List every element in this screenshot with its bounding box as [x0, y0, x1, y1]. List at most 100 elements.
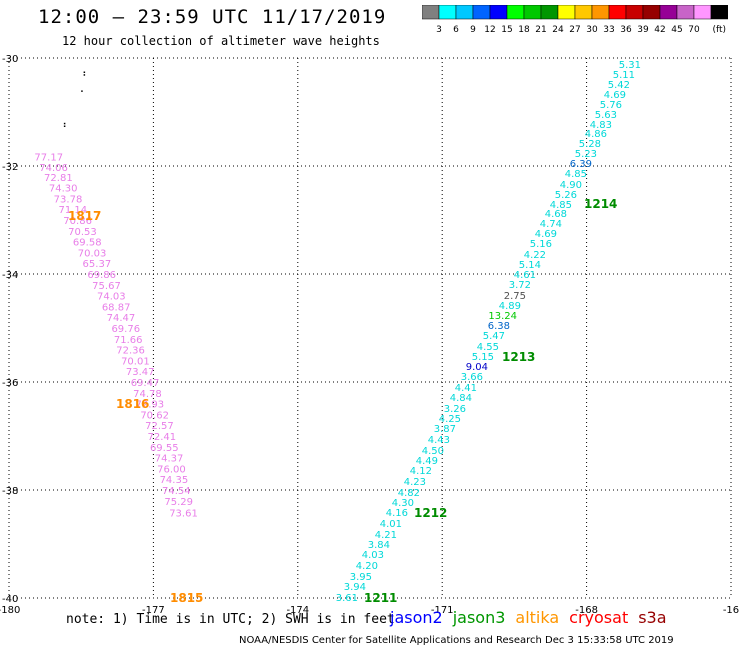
wave-height-reading: 75.29	[164, 497, 193, 508]
wave-height-reading: 71.14	[58, 205, 87, 216]
longitude-tick-label: -174	[286, 605, 309, 616]
orbit-number-label: 1213	[502, 350, 535, 364]
island-dot	[63, 125, 66, 127]
color-scale-tick-label: 18	[518, 25, 530, 35]
wave-height-reading: 77.17	[34, 152, 63, 163]
wave-height-reading: 6.39	[570, 159, 592, 170]
wave-height-reading: 3.66	[461, 372, 483, 383]
wave-height-reading: 4.89	[499, 301, 521, 312]
longitude-tick-label: -16	[723, 605, 739, 616]
color-scale-tick-label: 24	[552, 25, 564, 35]
color-scale-swatch	[710, 5, 728, 20]
latitude-tick-label: -32	[2, 162, 18, 173]
wave-height-reading: 4.43	[428, 435, 450, 446]
island-dot	[83, 74, 86, 76]
wave-height-reading: 4.49	[416, 456, 438, 467]
wave-height-reading: 71.66	[114, 335, 143, 346]
wave-height-reading: 65.37	[83, 259, 112, 270]
wave-height-reading: 72.41	[148, 432, 177, 443]
wave-height-reading: 4.85	[550, 200, 572, 211]
legend-item-cryosat: cryosat	[569, 608, 629, 627]
wave-height-reading: 4.25	[439, 414, 461, 425]
wave-height-reading: 70.01	[121, 356, 150, 367]
color-scale-tick-label: 42	[654, 25, 665, 35]
color-scale-tick-label: 9	[470, 25, 476, 35]
wave-height-reading: 69.76	[111, 324, 140, 335]
satellite-legend: jason2 jason3 altika cryosat s3a	[390, 608, 677, 627]
wave-height-reading: 73.78	[54, 194, 83, 205]
color-scale-tick-label: 39	[637, 25, 649, 35]
wave-height-reading: 72.81	[44, 173, 73, 184]
map-title: 12:00 – 23:59 UTC 11/17/2019	[38, 6, 387, 28]
wave-height-reading: 4.69	[535, 229, 557, 240]
wave-height-reading: 5.76	[600, 100, 622, 111]
wave-height-reading: 72.93	[136, 400, 165, 411]
color-scale-tick-label: 70	[688, 25, 700, 35]
color-scale-tick-label: 30	[586, 25, 598, 35]
wave-height-reading: 4.69	[604, 90, 626, 101]
legend-item-jason3: jason3	[452, 608, 506, 627]
wave-height-reading: 4.90	[560, 180, 582, 191]
wave-height-reading: 74.03	[97, 292, 126, 303]
wave-height-reading: 69.58	[73, 238, 102, 249]
wave-height-reading: 3.94	[344, 582, 366, 593]
units-note: note: 1) Time is in UTC; 2) SWH is in fe…	[66, 612, 395, 627]
wave-height-reading: 4.84	[450, 393, 472, 404]
wave-height-reading: 5.14	[519, 260, 541, 271]
orbit-number-label: 1214	[584, 197, 617, 211]
wave-height-reading: 5.15	[472, 352, 494, 363]
wave-height-reading: 74.47	[107, 313, 136, 324]
wave-height-reading: 2.75	[504, 291, 526, 302]
island-dot	[83, 71, 86, 73]
wave-height-reading: 3.26	[444, 404, 466, 415]
wave-height-reading: 69.86	[87, 270, 116, 281]
legend-item-jason2: jason2	[390, 608, 443, 627]
wave-height-reading: 70.62	[140, 410, 169, 421]
color-scale-tick-label: 45	[671, 25, 682, 35]
latitude-tick-label: -36	[2, 378, 18, 389]
wave-height-reading: 4.41	[455, 383, 477, 394]
wave-height-reading: 4.30	[392, 498, 414, 509]
wave-height-reading: 74.78	[133, 389, 162, 400]
wave-height-reading: 70.86	[63, 216, 92, 227]
wave-height-reading: 74.35	[160, 475, 189, 486]
wave-height-reading: 4.50	[422, 446, 444, 457]
color-scale-tick-label: 15	[501, 25, 512, 35]
wave-height-reading: 5.42	[608, 80, 630, 91]
wave-height-reading: 4.03	[362, 550, 384, 561]
orbit-number-label: 1211	[364, 591, 397, 605]
wave-height-reading: 74.30	[49, 184, 78, 195]
wave-height-reading: 70.53	[68, 227, 97, 238]
legend-item-altika: altika	[515, 608, 560, 627]
wave-height-reading: 69.55	[150, 443, 179, 454]
wave-height-reading: 4.23	[404, 477, 426, 488]
orbit-number-label: 1817	[68, 209, 101, 223]
color-scale-tick-label: 21	[535, 25, 546, 35]
wave-height-reading: 74.37	[155, 454, 184, 465]
wave-height-reading: 4.82	[398, 488, 420, 499]
color-scale-tick-label: 33	[603, 25, 614, 35]
longitude-tick-label: -177	[142, 605, 165, 616]
wave-height-reading: 75.67	[92, 281, 121, 292]
wave-height-reading: 3.95	[350, 572, 372, 583]
longitude-tick-label: -180	[0, 605, 20, 616]
wave-height-reading: 4.20	[356, 561, 378, 572]
wave-height-reading: 4.55	[477, 342, 499, 353]
legend-item-s3a: s3a	[638, 608, 667, 627]
credit-line: NOAA/NESDIS Center for Satellite Applica…	[239, 635, 674, 646]
wave-height-reading: 68.87	[102, 302, 131, 313]
wave-height-reading: 5.28	[579, 139, 601, 150]
wave-height-reading: 4.86	[585, 129, 607, 140]
wave-height-reading: 4.01	[380, 519, 402, 530]
wave-height-reading: 72.57	[145, 421, 174, 432]
wave-height-reading: 4.16	[386, 508, 408, 519]
wave-height-reading: 3.72	[509, 280, 531, 291]
wave-height-reading: 4.74	[540, 219, 562, 230]
wave-height-reading: 74.54	[162, 486, 191, 497]
color-scale-tick-label: 27	[569, 25, 580, 35]
wave-height-reading: 4.21	[375, 530, 397, 541]
wave-height-reading: 4.85	[565, 169, 587, 180]
latitude-tick-label: -40	[2, 594, 18, 605]
color-scale-tick-label: 6	[453, 25, 459, 35]
